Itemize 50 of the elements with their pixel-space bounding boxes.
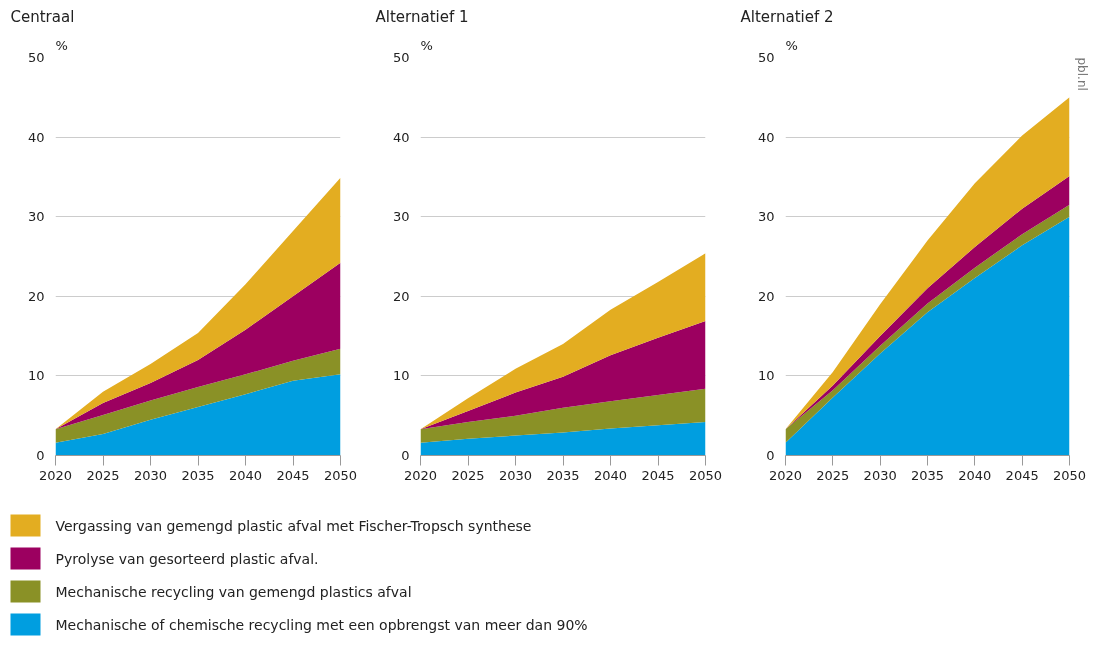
x-tick-label: 2050: [688, 467, 723, 483]
x-tick-label: 2045: [276, 467, 310, 483]
y-tick-label: 50: [392, 50, 410, 65]
y-tick-label: 30: [757, 209, 775, 225]
y-tick-label: 20: [392, 288, 410, 304]
x-tick-label: 2045: [641, 467, 675, 483]
x-tick-label: 2025: [451, 467, 485, 483]
x-tick-label: 2045: [1005, 467, 1039, 483]
chart-title: Alternatief 2: [740, 7, 834, 26]
y-tick-label: 20: [757, 288, 775, 304]
chart-title: Alternatief 1: [375, 7, 469, 26]
y-axis-title: %: [420, 37, 433, 53]
x-tick-label: 2040: [958, 467, 992, 483]
x-tick-label: 2040: [228, 467, 263, 483]
x-tick-label: 2020: [768, 467, 803, 483]
y-tick-label: 10: [392, 368, 410, 384]
y-tick-label: 40: [757, 129, 775, 145]
y-tick-label: 10: [757, 368, 775, 384]
x-tick-label: 2035: [181, 467, 215, 483]
y-tick-label: 20: [27, 288, 45, 304]
y-tick-label: 0: [766, 448, 775, 463]
x-tick-label: 2035: [910, 467, 945, 483]
legend-label: Mechanische recycling van gemengd plastics afval: [55, 583, 412, 600]
y-tick-label: 0: [401, 448, 410, 463]
x-tick-label: 2025: [816, 467, 850, 483]
x-tick-label: 2040: [593, 467, 628, 483]
y-tick-label: 40: [392, 129, 410, 145]
y-tick-label: 50: [757, 50, 775, 65]
x-tick-label: 2020: [38, 467, 73, 483]
y-tick-label: 40: [27, 129, 45, 145]
legend-label: Mechanische of chemische recycling met een opbrengst van meer dan 90%: [55, 616, 588, 633]
x-tick-label: 2030: [133, 467, 168, 483]
y-axis-title: %: [785, 37, 798, 53]
x-tick-label: 2050: [1052, 467, 1087, 483]
x-tick-label: 2030: [498, 467, 533, 483]
x-tick-label: 2020: [403, 467, 438, 483]
x-tick-label: 2035: [546, 467, 580, 483]
text: pbl.nl: [1074, 57, 1089, 91]
chart-title: Centraal: [10, 7, 75, 26]
y-tick-label: 10: [27, 368, 45, 384]
x-tick-label: 2025: [86, 467, 120, 483]
y-tick-label: 0: [36, 448, 45, 463]
y-tick-label: 30: [392, 209, 410, 225]
legend-label: Pyrolyse van gesorteerd plastic afval.: [55, 550, 319, 567]
y-axis-title: %: [55, 37, 68, 53]
legend-label: Vergassing van gemengd plastic afval met Fischer-Tropsch synthese: [55, 517, 532, 534]
x-tick-label: 2050: [323, 467, 358, 483]
y-tick-label: 30: [27, 209, 45, 225]
y-tick-label: 50: [27, 50, 45, 65]
x-tick-label: 2030: [863, 467, 897, 483]
